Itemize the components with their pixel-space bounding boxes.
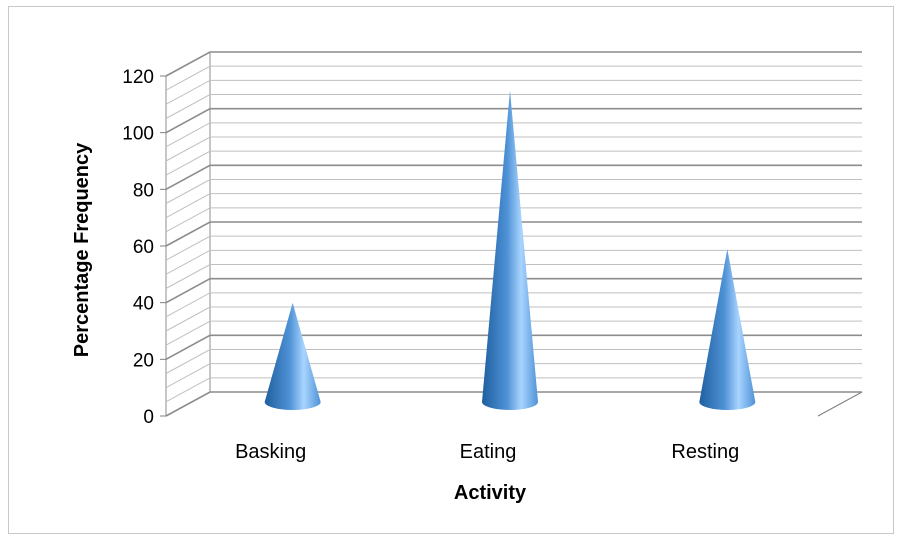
x-tick-labels: Basking Eating Resting xyxy=(235,441,739,463)
y-tick-label: 60 xyxy=(133,237,154,258)
cone-body xyxy=(482,90,538,410)
y-tick-label: 100 xyxy=(122,124,154,145)
gridline-minor xyxy=(165,150,862,176)
gridline-minor xyxy=(165,320,862,346)
gridline-minor xyxy=(165,207,862,233)
x-tick-label: Resting xyxy=(671,441,739,463)
gridline-minor xyxy=(165,79,862,105)
cone-eating xyxy=(482,90,538,410)
y-tick-label: 0 xyxy=(143,407,154,428)
x-tick-label: Eating xyxy=(460,441,517,463)
gridline-minor xyxy=(165,306,862,332)
gridline-minor xyxy=(165,136,862,162)
gridline-minor xyxy=(165,377,862,403)
data-cones xyxy=(264,90,756,410)
gridline-minor xyxy=(165,235,862,261)
cone-resting xyxy=(699,249,756,410)
y-tick-label: 40 xyxy=(133,294,154,315)
gridline-minor xyxy=(165,179,862,204)
gridline-major xyxy=(165,221,862,247)
y-tick-labels: 0 20 40 60 80 100 120 xyxy=(122,67,154,428)
gridline-minor xyxy=(165,292,862,318)
y-tick-label: 20 xyxy=(133,350,154,371)
gridline-major xyxy=(165,277,862,304)
gridline-minor xyxy=(165,349,862,374)
cone-body xyxy=(264,302,321,410)
cone-body xyxy=(699,249,756,410)
gridline-major xyxy=(165,51,862,77)
gridline-minor xyxy=(165,122,862,148)
gridline-major xyxy=(165,107,862,134)
y-axis-title: Percentage Frequency xyxy=(71,142,93,357)
gridline-minor xyxy=(165,65,862,91)
x-axis-title: Activity xyxy=(454,482,527,504)
gridline-major xyxy=(165,391,862,417)
gridline-minor xyxy=(165,264,862,289)
cone-basking xyxy=(264,302,321,410)
gridline-minor xyxy=(165,193,862,219)
gridline-minor xyxy=(165,249,862,275)
y-tick-label: 80 xyxy=(133,180,154,201)
gridline-major xyxy=(165,164,862,191)
gridline-minor xyxy=(165,363,862,389)
gridline-major xyxy=(165,334,862,361)
gridline-minor xyxy=(165,94,862,119)
x-tick-label: Basking xyxy=(235,441,306,463)
y-tick-label: 120 xyxy=(122,67,154,88)
gridlines xyxy=(160,51,862,417)
